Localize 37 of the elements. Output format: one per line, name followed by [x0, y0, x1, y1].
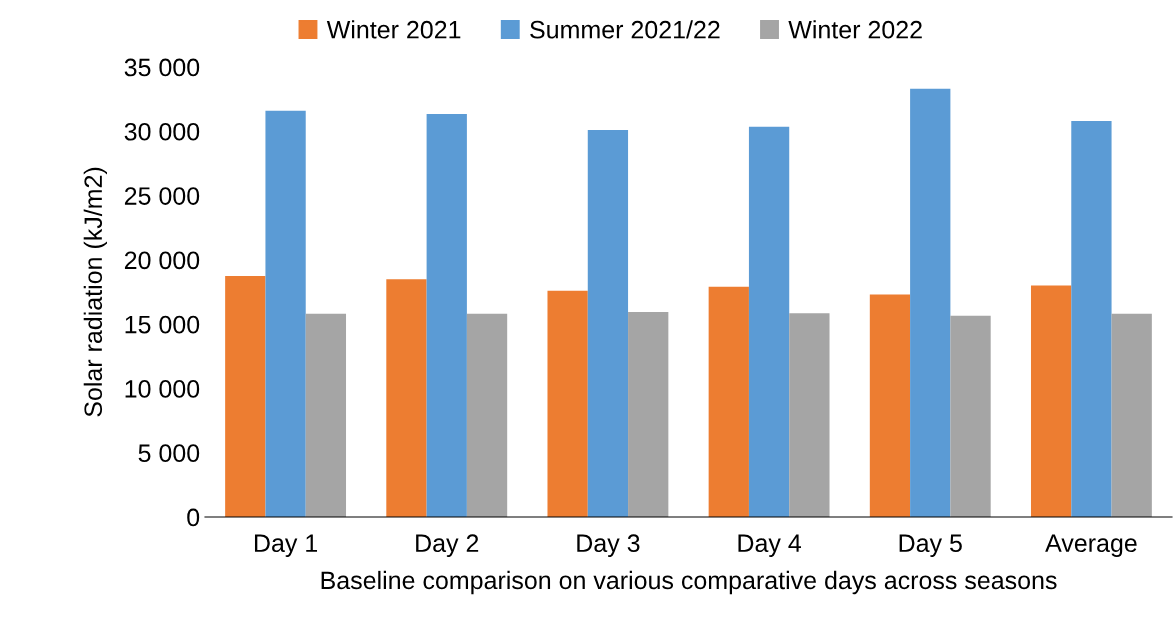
x-tick-label: Average: [1045, 534, 1137, 557]
bar: [1030, 285, 1072, 517]
x-tick-label: Day 3: [577, 534, 640, 557]
bar: [426, 113, 467, 517]
legend-label: Winter 2022: [788, 20, 922, 39]
bar: [628, 311, 669, 517]
bar: [305, 313, 347, 517]
bar: [748, 126, 790, 517]
x-tick-label: Day 1: [254, 534, 318, 557]
bar: [869, 294, 911, 517]
bar: [547, 290, 588, 517]
bar: [587, 130, 629, 517]
y-tick-label: 35 000: [124, 58, 200, 77]
bar: [708, 286, 749, 517]
y-axis-title: Solar radiation (kJ/m2): [83, 167, 107, 417]
legend-label: Summer 2021/22: [530, 20, 720, 39]
bar: [1111, 313, 1152, 517]
bar: [386, 279, 427, 517]
bar: [225, 275, 266, 517]
x-tick-label: Day 2: [416, 534, 479, 557]
x-tick-label: Day 5: [899, 534, 962, 557]
y-tick-label: 0: [187, 508, 200, 527]
y-tick-label: 10 000: [125, 380, 200, 398]
y-tick-label: 20 000: [124, 251, 200, 270]
x-tick-label: Day 4: [738, 534, 802, 557]
bar: [789, 313, 830, 517]
bar: [466, 313, 508, 517]
x-axis-title: Baseline comparison on various comparative days across seasons: [321, 570, 1057, 595]
y-tick-label: 25 000: [124, 187, 200, 205]
y-tick-label: 30 000: [124, 122, 200, 141]
legend-label: Winter 2021: [326, 20, 461, 39]
bar: [950, 315, 991, 517]
bar: [265, 110, 306, 517]
bar: [1071, 121, 1112, 517]
y-tick-label: 15 000: [125, 315, 200, 334]
bar: [910, 88, 951, 517]
y-tick-label: 5 000: [138, 444, 200, 463]
